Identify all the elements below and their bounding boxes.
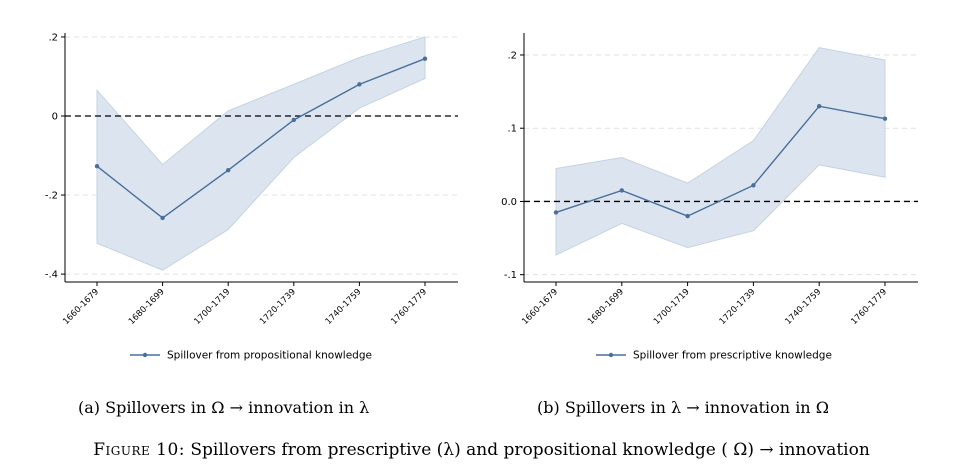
legend-label: Spillover from propositional knowledge xyxy=(167,350,372,362)
x-tick-label: 1660-1679 xyxy=(61,287,101,327)
data-point xyxy=(422,56,428,61)
data-point xyxy=(291,117,296,123)
confidence-band xyxy=(96,36,426,271)
data-point xyxy=(882,116,888,121)
data-point xyxy=(160,215,165,221)
x-tick-label: 1720-1739 xyxy=(258,287,298,327)
x-tick-label: 1680-1699 xyxy=(586,287,626,327)
figure-caption: Figure 10: Spillovers from prescriptive … xyxy=(0,440,963,460)
series-line xyxy=(96,58,426,219)
legend-label: Spillover from prescriptive knowledge xyxy=(633,350,832,362)
data-point xyxy=(553,210,559,215)
x-tick-label: 1680-1699 xyxy=(127,287,167,327)
x-tick-label: 1700-1719 xyxy=(192,287,232,327)
legend-marker xyxy=(608,352,614,358)
data-point xyxy=(94,163,100,169)
y-tick-label: .2 xyxy=(48,32,58,43)
y-tick-label: .2 xyxy=(507,50,517,61)
data-point xyxy=(751,183,756,188)
x-tick-label: 1720-1739 xyxy=(718,287,758,327)
x-tick-label: 1760-1779 xyxy=(849,287,889,327)
data-point xyxy=(619,188,624,193)
series-line xyxy=(555,105,886,217)
y-tick-label: .1 xyxy=(507,124,517,135)
x-tick-label: 1740-1759 xyxy=(783,287,823,327)
data-point xyxy=(817,104,822,109)
y-tick-label: 0 xyxy=(52,112,58,123)
panel-b-caption: (b) Spillovers in λ → innovation in Ω xyxy=(537,398,829,417)
y-tick-label: 0.0 xyxy=(501,197,517,208)
data-point xyxy=(357,82,362,87)
data-point xyxy=(226,167,231,173)
x-tick-label: 1700-1719 xyxy=(652,287,692,327)
x-tick-label: 1660-1679 xyxy=(520,287,560,327)
panel-a-caption: (a) Spillovers in Ω → innovation in λ xyxy=(78,398,370,417)
x-tick-label: 1760-1779 xyxy=(389,287,429,327)
confidence-band xyxy=(555,47,886,256)
x-tick-label: 1740-1759 xyxy=(324,287,364,327)
legend-marker xyxy=(142,352,148,358)
figure-text: Spillovers from prescriptive (λ) and pro… xyxy=(190,440,870,460)
y-tick-label: -.2 xyxy=(45,191,58,202)
y-tick-label: -.4 xyxy=(45,270,58,281)
figure-label: Figure 10: xyxy=(93,440,185,460)
data-point xyxy=(685,213,690,219)
y-tick-label: -.1 xyxy=(504,270,517,281)
